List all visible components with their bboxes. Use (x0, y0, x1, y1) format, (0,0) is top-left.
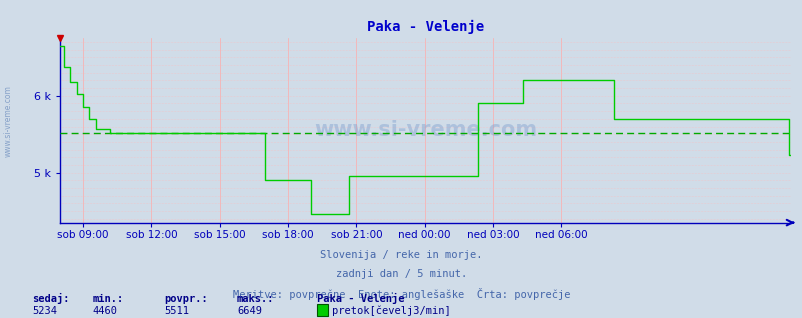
Text: maks.:: maks.: (237, 294, 274, 304)
Text: 4460: 4460 (92, 307, 117, 316)
Text: min.:: min.: (92, 294, 124, 304)
Title: Paka - Velenje: Paka - Velenje (367, 20, 484, 34)
Text: Meritve: povprečne  Enote: anglešaške  Črta: povprečje: Meritve: povprečne Enote: anglešaške Črt… (233, 288, 569, 300)
Text: www.si-vreme.com: www.si-vreme.com (4, 85, 13, 157)
Text: 5511: 5511 (164, 307, 189, 316)
Text: zadnji dan / 5 minut.: zadnji dan / 5 minut. (335, 269, 467, 279)
Text: Paka - Velenje: Paka - Velenje (317, 293, 404, 304)
Text: www.si-vreme.com: www.si-vreme.com (314, 121, 537, 140)
Text: Slovenija / reke in morje.: Slovenija / reke in morje. (320, 250, 482, 259)
Text: 5234: 5234 (32, 307, 57, 316)
Text: pretok[čevelj3/min]: pretok[čevelj3/min] (331, 306, 450, 316)
Text: povpr.:: povpr.: (164, 294, 208, 304)
Text: 6649: 6649 (237, 307, 261, 316)
Text: sedaj:: sedaj: (32, 293, 70, 304)
